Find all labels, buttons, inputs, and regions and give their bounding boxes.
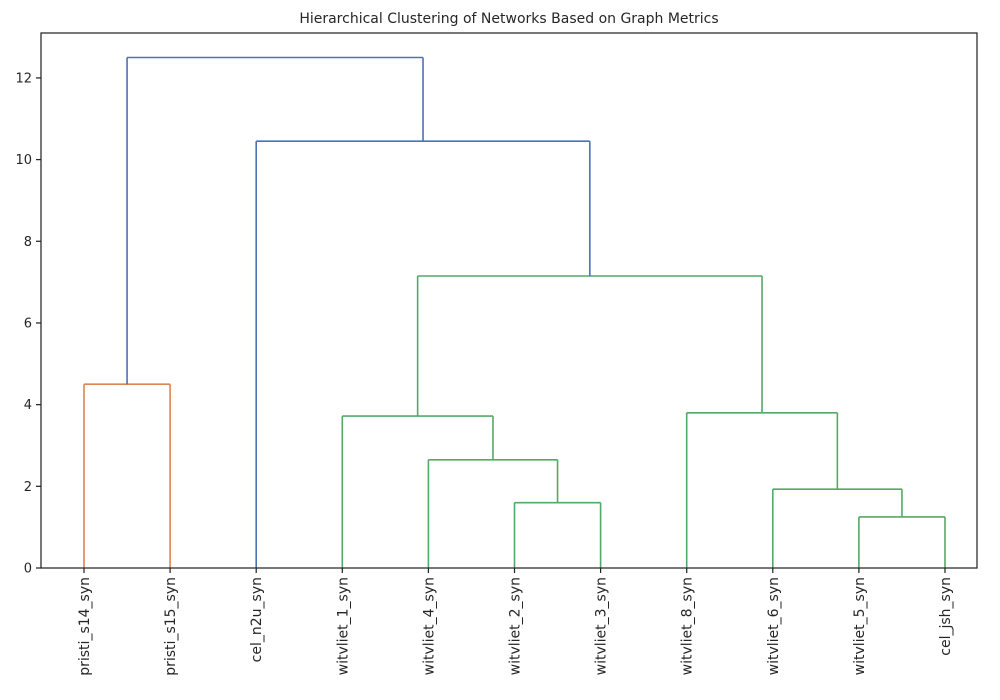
leaf-label: pristi_s15_syn [163, 577, 179, 676]
dendrogram-links [83, 56, 946, 568]
y-tick-label: 0 [24, 562, 32, 577]
leaf-label: cel_n2u_syn [249, 577, 265, 662]
y-tick-label: 12 [15, 71, 32, 86]
leaf-label: witvliet_4_syn [421, 577, 437, 675]
y-tick-label: 2 [24, 480, 32, 495]
y-tick-label: 4 [24, 398, 32, 413]
y-tick-label: 6 [24, 316, 32, 331]
leaf-label: witvliet_5_syn [852, 577, 868, 675]
leaf-label: witvliet_3_syn [594, 577, 610, 675]
chart-title: Hierarchical Clustering of Networks Base… [299, 11, 718, 27]
y-tick-label: 8 [24, 235, 32, 250]
y-axis: 0 2 4 6 8 10 12 [15, 71, 41, 577]
leaf-label: witvliet_6_syn [766, 577, 782, 675]
plot-frame [40, 32, 978, 569]
leaf-label: cel_jsh_syn [938, 577, 954, 656]
leaf-label: pristi_s14_syn [77, 577, 93, 676]
leaf-label: witvliet_8_syn [680, 577, 696, 675]
leaf-label: witvliet_1_syn [335, 577, 351, 675]
y-tick-label: 10 [15, 153, 32, 168]
leaf-label: witvliet_2_syn [508, 577, 524, 675]
x-axis: pristi_s14_syn pristi_s15_syn cel_n2u_syn w… [77, 568, 954, 676]
